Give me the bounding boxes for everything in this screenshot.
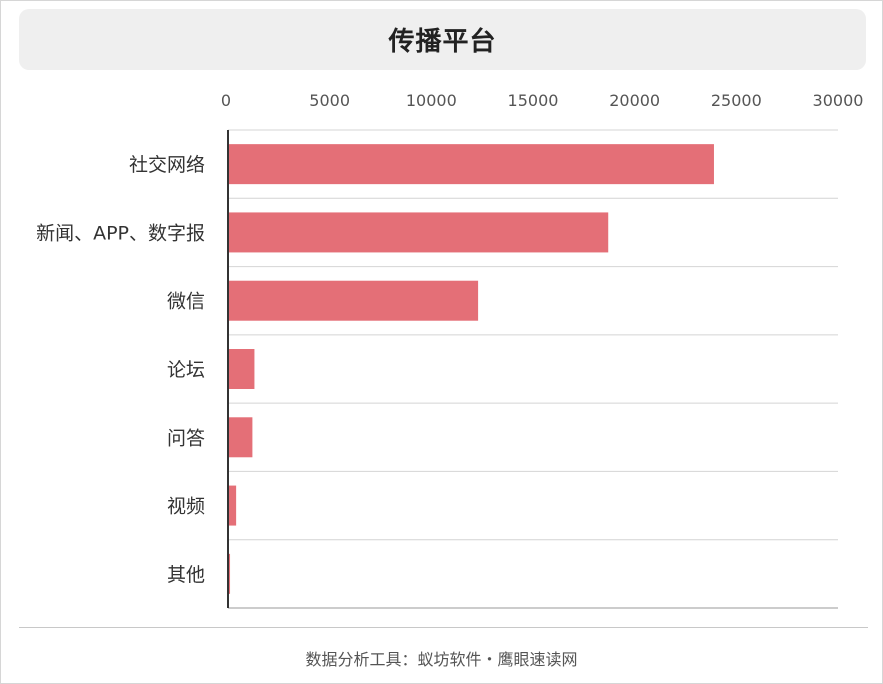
bar	[228, 485, 237, 526]
y-category-label: 论坛	[167, 359, 205, 381]
bar	[228, 212, 609, 253]
bar	[228, 553, 231, 594]
x-tick-label: 15000	[508, 91, 559, 110]
bar	[228, 417, 253, 458]
x-tick-label: 5000	[309, 91, 350, 110]
y-category-label: 问答	[167, 427, 205, 449]
footer-credit: 数据分析工具：蚁坊软件・鹰眼速读网	[305, 650, 578, 669]
y-category-label: 社交网络	[129, 154, 205, 176]
y-category-label: 微信	[167, 291, 205, 313]
bar	[228, 280, 479, 321]
chart-title: 传播平台	[388, 27, 497, 57]
x-tick-label: 30000	[813, 91, 864, 110]
bar	[228, 144, 714, 185]
x-tick-label: 10000	[406, 91, 457, 110]
chart-title-box: 传播平台	[19, 9, 866, 70]
bar	[228, 349, 255, 389]
footer-divider	[19, 627, 868, 628]
y-category-label: 视频	[167, 496, 205, 518]
x-tick-label: 0	[221, 91, 231, 110]
y-category-label: 新闻、APP、数字报	[36, 222, 205, 244]
y-category-label: 其他	[167, 564, 205, 586]
x-tick-label: 20000	[609, 91, 660, 110]
x-tick-label: 25000	[711, 91, 762, 110]
